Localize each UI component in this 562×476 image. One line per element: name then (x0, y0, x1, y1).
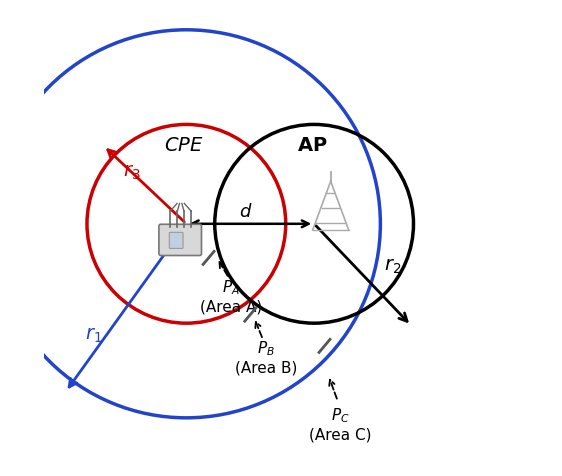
FancyBboxPatch shape (159, 224, 202, 256)
Text: $\mathbf{AP}$: $\mathbf{AP}$ (297, 136, 327, 155)
Text: $r_3$: $r_3$ (123, 163, 140, 182)
FancyBboxPatch shape (169, 232, 183, 248)
Text: $d$: $d$ (239, 203, 252, 221)
Text: $r_2$: $r_2$ (384, 257, 401, 276)
Text: $r_1$: $r_1$ (85, 326, 103, 345)
Text: $\it{CPE}$: $\it{CPE}$ (164, 136, 204, 155)
Text: $P_C$
(Area C): $P_C$ (Area C) (309, 406, 371, 442)
Text: $P_A$
(Area A): $P_A$ (Area A) (200, 278, 262, 314)
Text: $P_B$
(Area B): $P_B$ (Area B) (235, 340, 297, 376)
